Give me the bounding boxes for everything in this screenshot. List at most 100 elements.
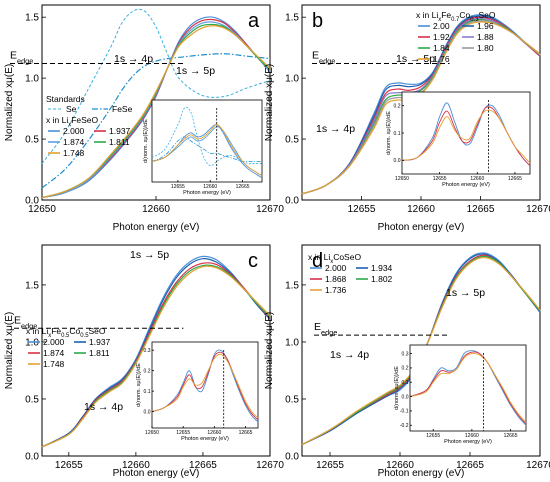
y-tick-label: 1.0 — [285, 74, 299, 85]
inset-curve — [409, 350, 527, 426]
series-line-1.96 — [301, 15, 541, 195]
anno-1s-4p: 1s → 4p — [316, 123, 355, 135]
edge-label-part: edge — [319, 56, 335, 65]
inset-y-axis-title: d(norm. xμ(E))/dE — [394, 366, 400, 410]
panel-b: 12655 12660 12665 12670 0.0 0.5 1.0 1.5 Photon e… — [264, 4, 550, 233]
inset-y-tick-label: 0.2 — [144, 368, 151, 374]
edge-label: Eedge — [14, 314, 37, 330]
y-tick-label: 0.0 — [285, 196, 299, 207]
legend-label: 1.80 — [477, 43, 494, 53]
legend-title-part: 0.5 — [61, 333, 70, 339]
x-tick-label: 12665 — [189, 460, 217, 471]
x-tick-label: 12655 — [55, 460, 83, 471]
series-line-1.748 — [41, 265, 271, 448]
legend-label: 1.811 — [89, 348, 110, 358]
series-line-1.937 — [41, 258, 271, 448]
series-line-2.00 — [301, 14, 541, 195]
inset-curve — [401, 109, 531, 164]
edge-label-part: E — [312, 50, 319, 62]
inset-y-axis-title: d(norm. xμ(E))/dE — [386, 111, 392, 155]
x-tick-label: 12660 — [407, 204, 435, 215]
inset-x-tick-label: 12655 — [426, 433, 440, 439]
inset-y-tick-label: 0.1 — [402, 380, 409, 386]
inset-frame — [401, 91, 531, 175]
inset-y-tick-label: 0.1 — [144, 389, 151, 395]
inset-frame — [151, 99, 263, 183]
inset: 12655 12660 12665 Photon energy (eV) d(norm.… — [143, 99, 263, 196]
series-line-1.937 — [41, 18, 271, 199]
x-axis-title: Photon energy (eV) — [378, 222, 465, 233]
legend-title-part: 0.3 — [470, 17, 479, 23]
legend-label: 2.000 — [43, 337, 65, 347]
legend-title-part: SeO — [479, 10, 496, 20]
x-tick-label: 12665 — [456, 460, 484, 471]
series-line-1.736 — [301, 256, 541, 446]
panel-a: 12650 12660 12670 0.0 0.5 1.0 1.5 Photon energy… — [4, 4, 284, 233]
x-tick-label: 12650 — [28, 204, 56, 215]
legend-title-part: CoSeO — [333, 252, 361, 262]
legend-label: 2.000 — [325, 263, 347, 273]
inset: 12650 12655 12660 12665 0.3 0.2 0.1 0.0 Photon e… — [136, 341, 259, 442]
legend-title-part: Fe — [441, 10, 451, 20]
y-tick-label: 1.5 — [285, 280, 299, 291]
inset-y-tick-label: -0.1 — [400, 409, 409, 415]
x-tick-label: 12670 — [526, 204, 550, 215]
inset-std-fese — [151, 136, 262, 163]
y-tick-label: 1.5 — [25, 280, 39, 291]
edge-label-part: edge — [17, 56, 33, 65]
inset-x-tick-label: 12660 — [203, 184, 217, 190]
x-tick-label: 12670 — [256, 460, 284, 471]
panel-letter: c — [248, 250, 258, 272]
legend-title-part: x — [68, 122, 71, 128]
legend-title-part: x in Li — [416, 10, 438, 20]
inset-x-axis-title: Photon energy (eV) — [183, 190, 231, 196]
anno-1s-5p: 1s → 5p — [130, 249, 169, 261]
inset-x-tick-label: 12650 — [395, 176, 409, 182]
legend-title: x in LixFe0.7Co0.3SeO — [416, 10, 496, 23]
legend-label: 2.00 — [433, 21, 450, 31]
inset: 12650 12655 12660 12665 0.2 0.1 0.0 Photon ener… — [386, 91, 531, 188]
legend-title-part: x in Li — [46, 115, 68, 125]
legend-label: 1.88 — [477, 32, 494, 42]
legend-title-part: FeSeO — [71, 115, 98, 125]
edge-label: Eedge — [314, 321, 337, 337]
inset-x-tick-label: 12660 — [465, 433, 479, 439]
x-axis-title: Photon energy (eV) — [113, 468, 200, 479]
inset-y-tick-label: 0.3 — [402, 351, 409, 357]
std-se-line — [41, 8, 271, 164]
inset-frame — [409, 344, 527, 432]
legend-label: 1.92 — [433, 32, 450, 42]
legend-label: 1.937 — [89, 337, 111, 347]
x-axis-title: Photon energy (eV) — [378, 468, 465, 479]
panel-letter: a — [248, 10, 260, 32]
y-tick-label: 1.0 — [285, 337, 299, 348]
legend-label: 1.84 — [433, 43, 450, 53]
panel-c: 12655 12660 12665 12670 0.0 0.5 1.0 1.5 Photon e… — [4, 244, 284, 479]
legend-title: x in LixFeSeO — [46, 115, 99, 128]
inset-y-tick-label: 0.0 — [394, 158, 401, 164]
inset-curve — [151, 353, 259, 419]
y-axis-title: Normalized xμ(E) — [264, 64, 275, 141]
legend-label: 1.868 — [325, 274, 347, 284]
x-tick-label: 12660 — [386, 460, 414, 471]
inset-x-tick-label: 12665 — [239, 430, 253, 436]
y-tick-label: 1.0 — [25, 74, 39, 85]
legend-label: 1.748 — [63, 148, 85, 158]
edge-label-part: edge — [321, 328, 337, 337]
legend-title-part: 0.7 — [451, 17, 459, 23]
legend-label: 1.937 — [109, 126, 131, 136]
inset-x-axis-title: Photon energy (eV) — [444, 439, 492, 445]
anno-1s-5p: 1s → 5p — [396, 53, 435, 65]
inset-x-axis-title: Photon energy (eV) — [181, 436, 229, 442]
inset-x-tick-label: 12655 — [171, 184, 185, 190]
inset-y-tick-label: 0.0 — [402, 394, 409, 400]
inset-x-tick-label: 12665 — [504, 433, 518, 439]
x-tick-label: 12655 — [316, 460, 344, 471]
series-line-1.874 — [41, 21, 271, 199]
inset-y-tick-label: -0.2 — [400, 423, 409, 429]
x-tick-label: 12660 — [122, 460, 150, 471]
